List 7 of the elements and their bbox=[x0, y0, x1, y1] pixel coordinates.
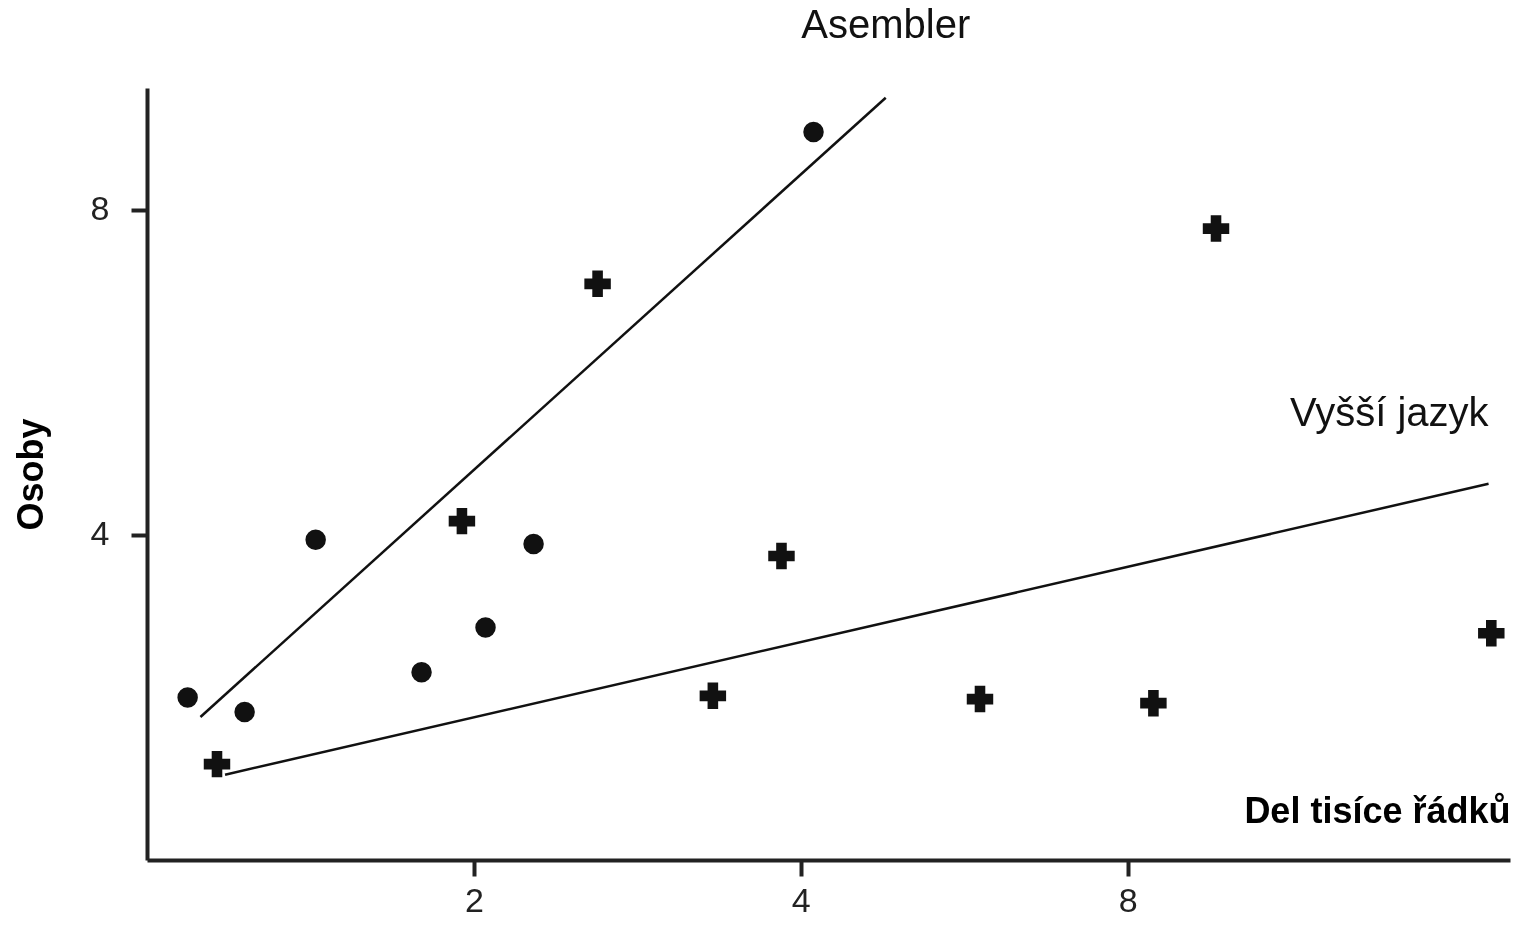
y-axis-title: Osoby bbox=[9, 418, 51, 531]
x-tick-label: 8 bbox=[1118, 880, 1138, 919]
x-tick-label: 4 bbox=[791, 880, 811, 919]
x-axis-title: Del tisíce řádků bbox=[1244, 789, 1511, 831]
series-label: Vyšší jazyk bbox=[1290, 389, 1490, 434]
series-label: Asembler bbox=[801, 1, 971, 46]
x-tick-label: 2 bbox=[464, 880, 484, 919]
